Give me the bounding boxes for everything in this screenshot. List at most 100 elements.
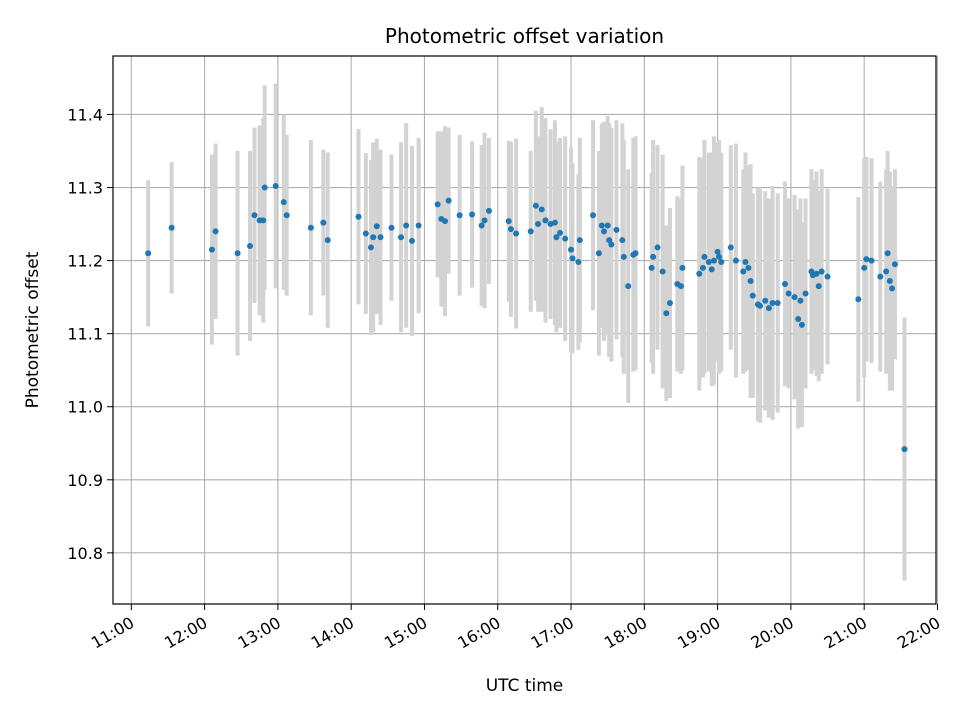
data-point bbox=[272, 183, 279, 190]
data-point bbox=[884, 250, 891, 257]
data-point bbox=[469, 211, 476, 218]
data-point bbox=[782, 280, 789, 287]
data-point bbox=[802, 290, 809, 297]
data-point bbox=[886, 278, 893, 285]
data-point bbox=[855, 296, 862, 303]
data-point bbox=[701, 253, 708, 260]
data-point bbox=[708, 266, 715, 273]
data-point bbox=[388, 224, 395, 231]
x-axis-label: UTC time bbox=[486, 676, 564, 696]
data-point bbox=[505, 218, 512, 225]
data-point bbox=[620, 253, 627, 260]
data-point bbox=[168, 224, 175, 231]
data-point bbox=[532, 202, 539, 209]
data-point bbox=[507, 226, 514, 233]
data-point bbox=[320, 219, 327, 226]
data-point bbox=[598, 222, 605, 229]
data-point bbox=[883, 268, 890, 275]
data-point bbox=[355, 213, 362, 220]
data-point bbox=[261, 184, 268, 191]
data-point bbox=[774, 299, 781, 306]
data-points bbox=[145, 183, 908, 453]
data-point bbox=[877, 273, 884, 280]
data-point bbox=[260, 217, 267, 224]
y-axis: 10.8 10.9 11.0 11.1 11.2 11.3 11.4 bbox=[67, 105, 113, 563]
y-tick-label: 10.9 bbox=[67, 471, 103, 490]
data-point bbox=[456, 212, 463, 219]
data-point bbox=[663, 310, 670, 317]
data-point bbox=[613, 226, 620, 233]
data-point bbox=[710, 257, 717, 264]
data-point bbox=[398, 234, 405, 241]
data-point bbox=[797, 297, 804, 304]
data-point bbox=[247, 242, 254, 249]
data-point bbox=[785, 290, 792, 297]
data-point bbox=[745, 264, 752, 271]
data-point bbox=[324, 237, 331, 244]
y-axis-label: Photometric offset bbox=[23, 251, 43, 408]
data-point bbox=[696, 270, 703, 277]
data-point bbox=[824, 273, 831, 280]
data-point bbox=[513, 230, 520, 237]
data-point bbox=[208, 246, 215, 253]
data-point bbox=[868, 257, 875, 264]
data-point bbox=[791, 294, 798, 301]
chart-title: Photometric offset variation bbox=[385, 24, 664, 48]
data-point bbox=[813, 270, 820, 277]
data-point bbox=[718, 259, 725, 266]
data-point bbox=[742, 259, 749, 266]
data-point bbox=[434, 201, 441, 208]
data-point bbox=[795, 316, 802, 323]
data-point bbox=[568, 246, 575, 253]
data-point bbox=[716, 253, 723, 260]
data-point bbox=[367, 244, 374, 251]
data-point bbox=[666, 299, 673, 306]
y-tick-label: 11.4 bbox=[67, 105, 103, 124]
data-point bbox=[861, 264, 868, 271]
data-point bbox=[373, 223, 380, 230]
data-point bbox=[727, 244, 734, 251]
data-point bbox=[740, 268, 747, 275]
data-point bbox=[679, 264, 686, 271]
data-point bbox=[762, 297, 769, 304]
data-point bbox=[659, 268, 666, 275]
data-point bbox=[765, 305, 772, 312]
data-point bbox=[562, 235, 569, 242]
data-point bbox=[535, 221, 542, 228]
data-point bbox=[307, 224, 314, 231]
data-point bbox=[145, 250, 152, 257]
data-point bbox=[377, 234, 384, 241]
data-point bbox=[542, 217, 549, 224]
data-point bbox=[280, 199, 287, 206]
y-tick-label: 11.0 bbox=[67, 398, 103, 417]
data-point bbox=[553, 234, 560, 241]
data-point bbox=[901, 446, 908, 453]
data-point bbox=[362, 230, 369, 237]
data-point bbox=[757, 302, 764, 309]
data-point bbox=[590, 212, 597, 219]
data-point bbox=[557, 229, 564, 236]
y-tick-label: 11.2 bbox=[67, 252, 103, 271]
y-tick-label: 10.8 bbox=[67, 544, 103, 563]
data-point bbox=[403, 222, 410, 229]
data-point bbox=[481, 217, 488, 224]
data-point bbox=[705, 259, 712, 266]
data-point bbox=[595, 250, 602, 257]
data-point bbox=[608, 241, 615, 248]
data-point bbox=[551, 219, 558, 226]
y-tick-label: 11.1 bbox=[67, 325, 103, 344]
data-point bbox=[478, 222, 485, 229]
data-point bbox=[625, 283, 632, 290]
data-point bbox=[699, 264, 706, 271]
data-point bbox=[650, 253, 657, 260]
data-point bbox=[619, 237, 626, 244]
data-point bbox=[441, 218, 448, 225]
data-point bbox=[749, 292, 756, 299]
data-point bbox=[485, 207, 492, 214]
data-point bbox=[891, 261, 898, 268]
data-point bbox=[815, 283, 822, 290]
data-point bbox=[409, 237, 416, 244]
data-point bbox=[677, 283, 684, 290]
data-point bbox=[576, 237, 583, 244]
data-point bbox=[732, 257, 739, 264]
